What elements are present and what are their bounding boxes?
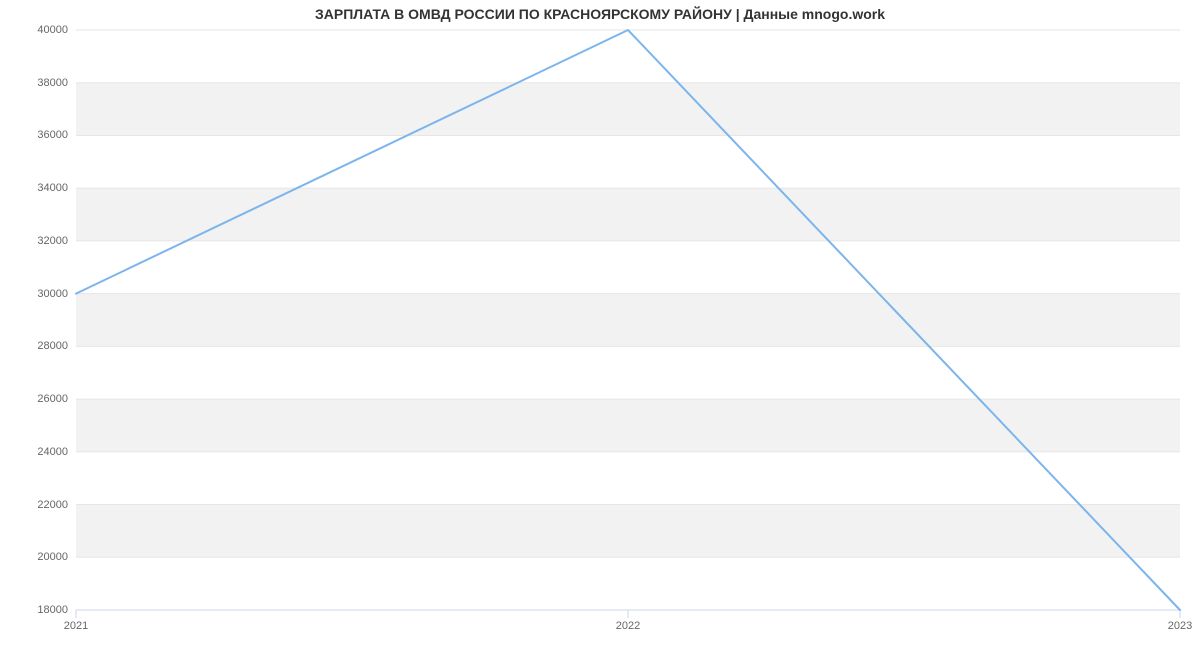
x-axis-tick-label: 2022 <box>616 620 640 632</box>
y-axis-tick-label: 30000 <box>18 288 68 300</box>
y-axis-tick-label: 24000 <box>18 446 68 458</box>
y-axis-tick-label: 38000 <box>18 77 68 89</box>
y-axis-tick-label: 34000 <box>18 182 68 194</box>
x-axis-tick-label: 2023 <box>1168 620 1192 632</box>
plot-area: 1800020000220002400026000280003000032000… <box>76 30 1180 610</box>
y-axis-tick-label: 40000 <box>18 24 68 36</box>
y-axis-tick-label: 18000 <box>18 604 68 616</box>
y-axis-tick-label: 36000 <box>18 129 68 141</box>
y-axis-tick-label: 32000 <box>18 235 68 247</box>
y-axis-tick-label: 22000 <box>18 499 68 511</box>
salary-line-chart: ЗАРПЛАТА В ОМВД РОССИИ ПО КРАСНОЯРСКОМУ … <box>0 0 1200 650</box>
chart-title: ЗАРПЛАТА В ОМВД РОССИИ ПО КРАСНОЯРСКОМУ … <box>0 6 1200 22</box>
y-axis-tick-label: 20000 <box>18 551 68 563</box>
y-axis-tick-label: 26000 <box>18 393 68 405</box>
x-axis-tick-label: 2021 <box>64 620 88 632</box>
y-axis-tick-label: 28000 <box>18 340 68 352</box>
